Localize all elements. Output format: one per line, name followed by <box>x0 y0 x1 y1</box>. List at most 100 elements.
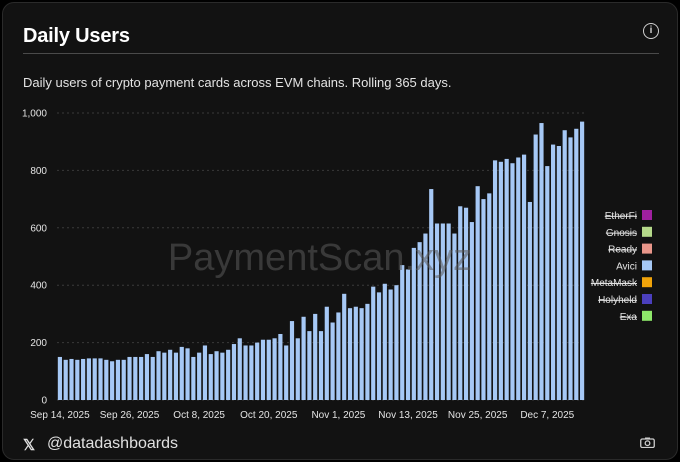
bar[interactable] <box>382 283 387 400</box>
bar[interactable] <box>394 285 399 400</box>
bar[interactable] <box>324 306 329 400</box>
bar[interactable] <box>127 356 132 400</box>
bar[interactable] <box>539 123 544 401</box>
bar[interactable] <box>162 352 167 400</box>
bar[interactable] <box>260 339 266 400</box>
bar[interactable] <box>516 157 521 400</box>
bar[interactable] <box>208 354 213 400</box>
bar[interactable] <box>214 351 219 400</box>
bar[interactable] <box>556 146 561 400</box>
bar[interactable] <box>86 358 92 400</box>
bar[interactable] <box>376 292 382 400</box>
bar[interactable] <box>330 322 335 400</box>
bar[interactable] <box>487 193 492 400</box>
bar[interactable] <box>365 303 370 400</box>
bar[interactable] <box>313 313 318 400</box>
bar[interactable] <box>191 356 196 400</box>
bar[interactable] <box>492 160 498 400</box>
bar[interactable] <box>574 128 579 400</box>
bar[interactable] <box>400 265 405 400</box>
bar[interactable] <box>104 359 109 400</box>
bar[interactable] <box>446 223 451 400</box>
bar[interactable] <box>185 348 190 400</box>
legend-item[interactable]: Avici <box>616 260 652 272</box>
bar[interactable] <box>359 308 364 400</box>
bar[interactable] <box>133 356 138 400</box>
bar[interactable] <box>231 344 237 400</box>
bar[interactable] <box>295 338 300 400</box>
bar[interactable] <box>434 223 440 400</box>
bar[interactable] <box>318 331 324 400</box>
legend-item[interactable]: MetaMask <box>591 277 652 289</box>
bar[interactable] <box>550 144 556 400</box>
camera-icon[interactable] <box>640 437 655 448</box>
bar[interactable] <box>237 338 242 400</box>
bar[interactable] <box>139 356 144 400</box>
bar[interactable] <box>121 359 126 400</box>
bar[interactable] <box>452 233 457 400</box>
bar[interactable] <box>562 130 567 400</box>
bar[interactable] <box>150 356 155 400</box>
bar[interactable] <box>156 351 161 400</box>
bar[interactable] <box>284 345 289 400</box>
bar[interactable] <box>504 158 509 400</box>
bar[interactable] <box>168 349 173 400</box>
bar[interactable] <box>63 359 68 400</box>
bar[interactable] <box>278 333 283 400</box>
bar[interactable] <box>243 345 248 400</box>
bar[interactable] <box>179 346 184 400</box>
bar[interactable] <box>405 269 411 400</box>
bar[interactable] <box>173 352 179 400</box>
bar[interactable] <box>353 306 358 400</box>
legend-item[interactable]: Ready <box>608 243 652 256</box>
legend-item[interactable]: EtherFi <box>605 210 652 222</box>
bar[interactable] <box>202 345 208 400</box>
bar[interactable] <box>272 338 277 400</box>
bar[interactable] <box>57 356 62 400</box>
legend-item[interactable]: Exa <box>620 310 652 323</box>
bar[interactable] <box>98 358 103 400</box>
bar[interactable] <box>423 233 428 400</box>
bar[interactable] <box>69 358 74 400</box>
info-icon[interactable]: i <box>643 23 659 39</box>
bar[interactable] <box>481 199 486 400</box>
bar[interactable] <box>75 359 80 400</box>
bar[interactable] <box>411 247 416 400</box>
bar[interactable] <box>255 342 260 400</box>
bar[interactable] <box>440 223 445 400</box>
bar[interactable] <box>307 331 312 400</box>
bar[interactable] <box>115 359 121 400</box>
bar[interactable] <box>371 286 376 400</box>
bar[interactable] <box>498 161 503 400</box>
bar[interactable] <box>388 289 393 400</box>
bar[interactable] <box>429 189 434 400</box>
bar[interactable] <box>458 206 463 400</box>
legend-item[interactable]: Holyheld <box>598 294 652 306</box>
bar[interactable] <box>301 316 306 400</box>
bar[interactable] <box>527 201 532 400</box>
bar[interactable] <box>249 345 254 400</box>
bar[interactable] <box>342 293 347 400</box>
bar[interactable] <box>475 186 480 400</box>
bar[interactable] <box>417 242 422 400</box>
bar[interactable] <box>220 352 225 400</box>
bar[interactable] <box>144 354 150 400</box>
bar[interactable] <box>266 339 271 400</box>
footer-handle[interactable]: @datadashboards <box>47 435 178 452</box>
bar[interactable] <box>469 222 474 400</box>
bar[interactable] <box>580 121 585 401</box>
legend-item[interactable]: Gnosis <box>606 226 652 239</box>
bar[interactable] <box>347 308 353 400</box>
bar[interactable] <box>463 207 469 400</box>
bar[interactable] <box>568 137 573 400</box>
bar[interactable] <box>110 361 115 400</box>
bar[interactable] <box>521 154 527 400</box>
bar[interactable] <box>510 163 515 400</box>
bar[interactable] <box>336 312 341 400</box>
bar[interactable] <box>226 349 231 400</box>
bar[interactable] <box>289 321 295 400</box>
bar[interactable] <box>92 358 97 400</box>
bar[interactable] <box>81 358 86 400</box>
bar[interactable] <box>533 134 538 400</box>
bar[interactable] <box>197 352 202 400</box>
